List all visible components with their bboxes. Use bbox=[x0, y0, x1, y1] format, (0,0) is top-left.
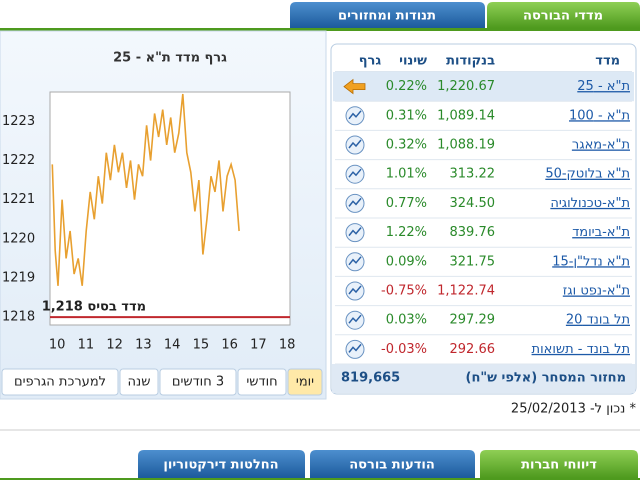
tab[interactable] bbox=[138, 450, 305, 478]
range-button[interactable] bbox=[1, 368, 119, 396]
x-tick-label: 10 bbox=[49, 338, 66, 353]
x-tick-label: 13 bbox=[135, 338, 152, 353]
index-change: 0.03% bbox=[386, 313, 427, 328]
index-points: 1,088.19 bbox=[437, 138, 495, 153]
column-header: גרף bbox=[359, 54, 382, 69]
index-change: -0.75% bbox=[381, 284, 427, 299]
x-tick-label: 14 bbox=[164, 338, 181, 353]
range-button[interactable] bbox=[159, 368, 237, 396]
index-name[interactable]: ת"א-נפט וגז bbox=[563, 284, 630, 299]
index-points: 839.76 bbox=[450, 225, 496, 240]
index-name[interactable]: ת"א-ביומד bbox=[572, 225, 630, 240]
graph-icon-line bbox=[348, 110, 362, 120]
tab-label[interactable]: דיווחי חברות bbox=[521, 458, 597, 473]
range-button-label[interactable]: חודשי bbox=[246, 375, 277, 390]
index-points: 1,089.14 bbox=[437, 108, 495, 123]
index-points: 297.29 bbox=[450, 313, 496, 328]
index-change: 0.09% bbox=[386, 254, 427, 269]
baseline-label: מדד בסיס 1,218 bbox=[42, 300, 146, 315]
graph-icon-line bbox=[348, 285, 362, 295]
index-points: 1,220.67 bbox=[437, 79, 495, 94]
tab-bar bbox=[0, 28, 640, 31]
graph-icon-line bbox=[348, 197, 362, 207]
y-tick-label: 1222 bbox=[2, 153, 35, 168]
index-change: 0.32% bbox=[386, 138, 427, 153]
turnover-label: מחזור המסחר (אלפי ש"ח) bbox=[466, 371, 627, 386]
graph-icon-line bbox=[348, 168, 362, 178]
index-line bbox=[51, 93, 240, 286]
plot-area bbox=[49, 91, 291, 326]
x-tick-label: 18 bbox=[279, 338, 296, 353]
table-panel bbox=[330, 43, 637, 395]
turnover-value: 819,665 bbox=[341, 371, 400, 386]
tab-label[interactable]: החלטות דירקטוריון bbox=[163, 458, 278, 473]
x-tick-label: 15 bbox=[193, 338, 210, 353]
column-header: בנקודות bbox=[446, 54, 495, 69]
tab[interactable] bbox=[290, 2, 485, 28]
tab[interactable] bbox=[480, 450, 638, 478]
y-tick-label: 1221 bbox=[2, 192, 35, 207]
range-button-label[interactable]: יומי bbox=[296, 375, 314, 390]
index-name[interactable]: ת"א - 25 bbox=[577, 79, 630, 94]
index-name[interactable]: ת"א-מאגר bbox=[572, 138, 630, 153]
index-change: 0.77% bbox=[386, 196, 427, 211]
range-button-label[interactable]: 3 חודשים bbox=[172, 375, 224, 390]
graph-icon-line bbox=[348, 227, 362, 237]
index-points: 313.22 bbox=[450, 167, 496, 182]
y-tick-label: 1223 bbox=[2, 114, 35, 129]
x-tick-label: 12 bbox=[106, 338, 123, 353]
index-points: 324.50 bbox=[450, 196, 496, 211]
index-points: 292.66 bbox=[450, 342, 496, 357]
graph-icon-line bbox=[348, 256, 362, 266]
range-button[interactable] bbox=[119, 368, 159, 396]
tab-label[interactable]: הודעות בורסה bbox=[349, 458, 435, 473]
tab-label[interactable]: תנודות ומחזורים bbox=[338, 9, 436, 24]
index-change: 0.22% bbox=[386, 79, 427, 94]
index-change: 1.01% bbox=[386, 167, 427, 182]
graph-icon[interactable] bbox=[343, 78, 366, 95]
index-name[interactable]: ת"א-טכנולוגיה bbox=[550, 196, 630, 211]
range-button-label[interactable]: שנה bbox=[128, 375, 151, 390]
index-name[interactable]: תל בונד - תשואות bbox=[532, 342, 630, 357]
index-change: 0.31% bbox=[386, 108, 427, 123]
index-name[interactable]: ת"א - 100 bbox=[569, 108, 630, 123]
graph-icon-line bbox=[348, 139, 362, 149]
column-header: שינוי bbox=[399, 54, 427, 69]
index-points: 1,122.74 bbox=[437, 284, 495, 299]
table-footer bbox=[332, 364, 635, 393]
index-name[interactable]: ת"א נדל"ן-15 bbox=[552, 254, 630, 269]
row-highlight bbox=[333, 72, 634, 102]
index-change: 1.22% bbox=[386, 225, 427, 240]
x-tick-label: 11 bbox=[78, 338, 95, 353]
tab-label[interactable]: מדדי הבורסה bbox=[523, 9, 603, 24]
range-button-label[interactable]: למערכת הגרפים bbox=[14, 375, 106, 390]
chart-title: גרף מדד ת"א - 25 bbox=[113, 51, 227, 66]
range-button[interactable] bbox=[237, 368, 287, 396]
y-tick-label: 1220 bbox=[2, 231, 35, 246]
tab-bar bbox=[0, 478, 640, 480]
index-name[interactable]: ת"א בלוטק-50 bbox=[545, 167, 630, 182]
index-change: -0.03% bbox=[381, 342, 427, 357]
x-tick-label: 16 bbox=[221, 338, 238, 353]
index-name[interactable]: תל בונד 20 bbox=[566, 313, 630, 328]
range-button[interactable] bbox=[287, 368, 323, 396]
tab[interactable] bbox=[310, 450, 475, 478]
column-header: מדד bbox=[595, 54, 620, 69]
y-tick-label: 1218 bbox=[2, 310, 35, 325]
x-tick-label: 17 bbox=[250, 338, 267, 353]
index-points: 321.75 bbox=[450, 254, 496, 269]
graph-icon-line bbox=[348, 343, 362, 353]
y-tick-label: 1219 bbox=[2, 271, 35, 286]
graph-icon-line bbox=[348, 314, 362, 324]
tab[interactable] bbox=[487, 2, 640, 28]
date-note: * נכון ל- 25/02/2013 bbox=[511, 402, 637, 417]
